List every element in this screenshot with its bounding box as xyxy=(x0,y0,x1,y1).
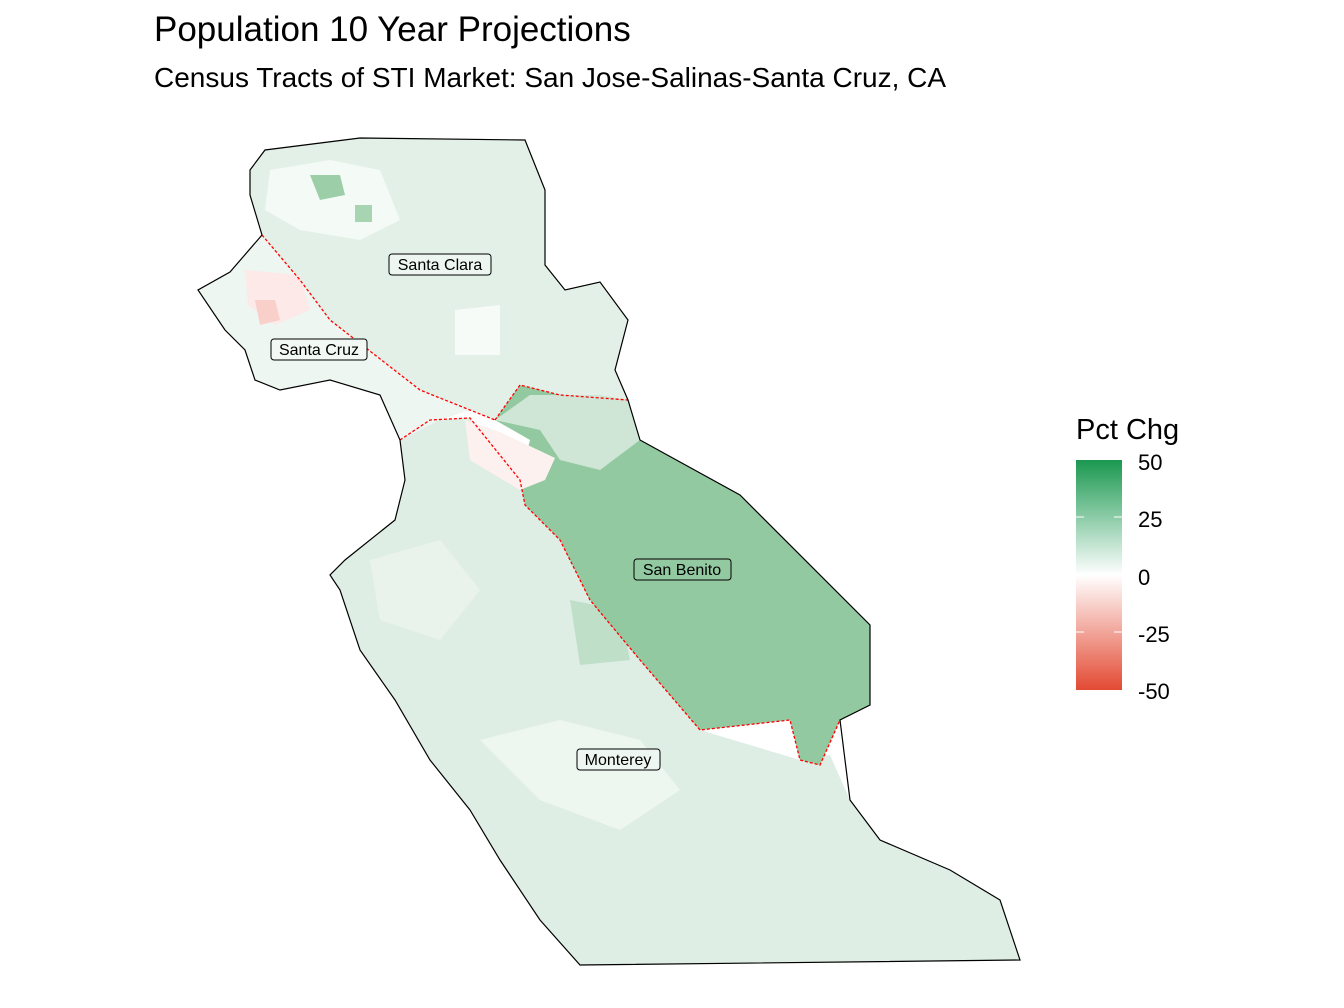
tract-patch xyxy=(480,720,680,830)
market-outline xyxy=(197,137,1021,966)
map-title: Population 10 Year Projections xyxy=(154,10,631,49)
legend-tick: -25 xyxy=(1138,622,1170,647)
legend-colorbar xyxy=(1076,460,1122,690)
svg-text:Santa Clara: Santa Clara xyxy=(398,257,483,274)
tract-patch xyxy=(355,205,372,222)
tract-patch xyxy=(465,420,555,490)
tract-patch xyxy=(455,305,500,355)
label-san-benito: San Benito xyxy=(633,558,732,581)
map-subtitle: Census Tracts of STI Market: San Jose-Sa… xyxy=(154,62,947,93)
tract-patch xyxy=(370,540,480,640)
legend-tick: 50 xyxy=(1138,450,1163,475)
legend-tick: 0 xyxy=(1138,565,1151,590)
label-santa-cruz: Santa Cruz xyxy=(270,338,368,361)
county-boundary xyxy=(399,417,841,766)
county-boundary xyxy=(494,384,629,421)
tract-patch xyxy=(310,175,345,200)
legend-title: Pct Chg xyxy=(1076,414,1180,446)
legend-tick: 25 xyxy=(1138,507,1163,532)
tract-patch xyxy=(255,300,280,325)
tract-patch xyxy=(495,395,640,470)
county-monterey[interactable] xyxy=(330,418,1020,965)
svg-text:Santa Cruz: Santa Cruz xyxy=(279,342,359,359)
legend: Pct Chg 50 25 0 -25 -50 xyxy=(1060,410,1220,710)
svg-text:Monterey: Monterey xyxy=(585,752,652,769)
legend-tick: -50 xyxy=(1138,679,1170,704)
label-santa-clara: Santa Clara xyxy=(388,253,492,276)
svg-text:San Benito: San Benito xyxy=(643,562,721,579)
county-boundary xyxy=(261,234,496,421)
label-monterey: Monterey xyxy=(576,748,661,771)
